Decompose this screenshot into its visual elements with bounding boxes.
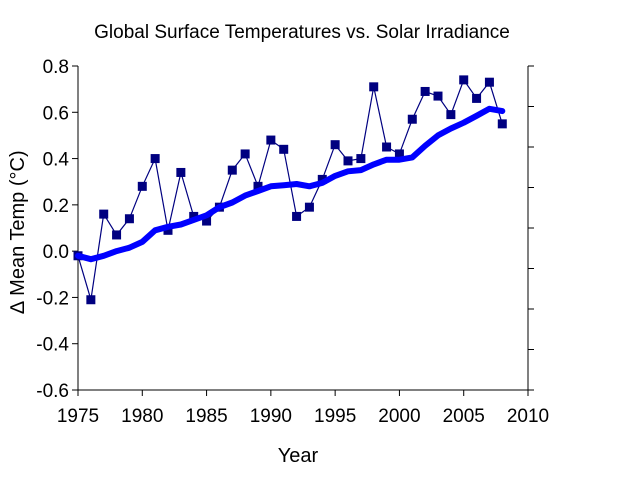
series-0-point (394, 149, 404, 159)
x-tick-label: 1980 (121, 406, 163, 427)
x-axis-title: Year (278, 445, 319, 467)
series-0-point (472, 93, 482, 103)
series-0-point (279, 144, 289, 154)
series-0-point (266, 135, 276, 145)
y-tick-label: 0.6 (43, 103, 69, 124)
y-tick-label: 0.4 (43, 150, 70, 171)
y-axis-title: ∆ Mean Temp (°C) (7, 150, 29, 313)
x-tick-label: 1975 (57, 406, 99, 427)
x-tick-label: 1985 (185, 406, 227, 427)
series-0-point (317, 174, 327, 184)
series-0-point (497, 119, 507, 129)
series-0-point (292, 211, 302, 221)
series-1-line (75, 105, 506, 263)
series-0-point (343, 156, 353, 166)
series-0-point (202, 216, 212, 226)
series-0-point (86, 295, 96, 305)
series-0-point (459, 75, 469, 85)
series-0-point (446, 110, 456, 120)
series-0-point (433, 91, 443, 101)
series-0-point (227, 165, 237, 175)
x-tick-label: 2010 (507, 406, 549, 427)
series-0-point (137, 181, 147, 191)
y-tick-label: 0.0 (43, 242, 69, 263)
series-0-point (356, 154, 366, 164)
series-0-point (407, 114, 417, 124)
series-0-point (382, 142, 392, 152)
y-tick-label: 0.8 (43, 57, 69, 78)
series-0-point (99, 209, 109, 219)
x-tick-label: 2000 (378, 406, 420, 427)
series-0-point (176, 167, 186, 177)
series-0-point (189, 211, 199, 221)
series-0-point (150, 154, 160, 164)
y-tick-label: -0.6 (36, 381, 69, 402)
y-tick-label: 0.2 (43, 196, 69, 217)
x-tick-label: 2005 (443, 406, 485, 427)
series-0-point (253, 181, 263, 191)
series-0-point (369, 82, 379, 92)
series-0-point (240, 149, 250, 159)
series-0-point (484, 77, 494, 87)
series-0-point (330, 140, 340, 150)
chart-title: Global Surface Temperatures vs. Solar Ir… (94, 22, 510, 43)
series-0-point (304, 202, 314, 212)
series-0-point (163, 225, 173, 235)
x-tick-label: 1990 (250, 406, 292, 427)
plot-area: -0.6 -0.4 -0.2 0.0 0.2 0.4 0.6 0.8 1975 1980 1985 1… (36, 57, 549, 427)
y-tick-label: -0.2 (36, 288, 69, 309)
x-tick-label: 1995 (314, 406, 356, 427)
y-tick-label: -0.4 (36, 335, 69, 356)
series-0-point (124, 214, 134, 224)
series-0-point (112, 230, 122, 240)
series-0-point (420, 86, 430, 96)
